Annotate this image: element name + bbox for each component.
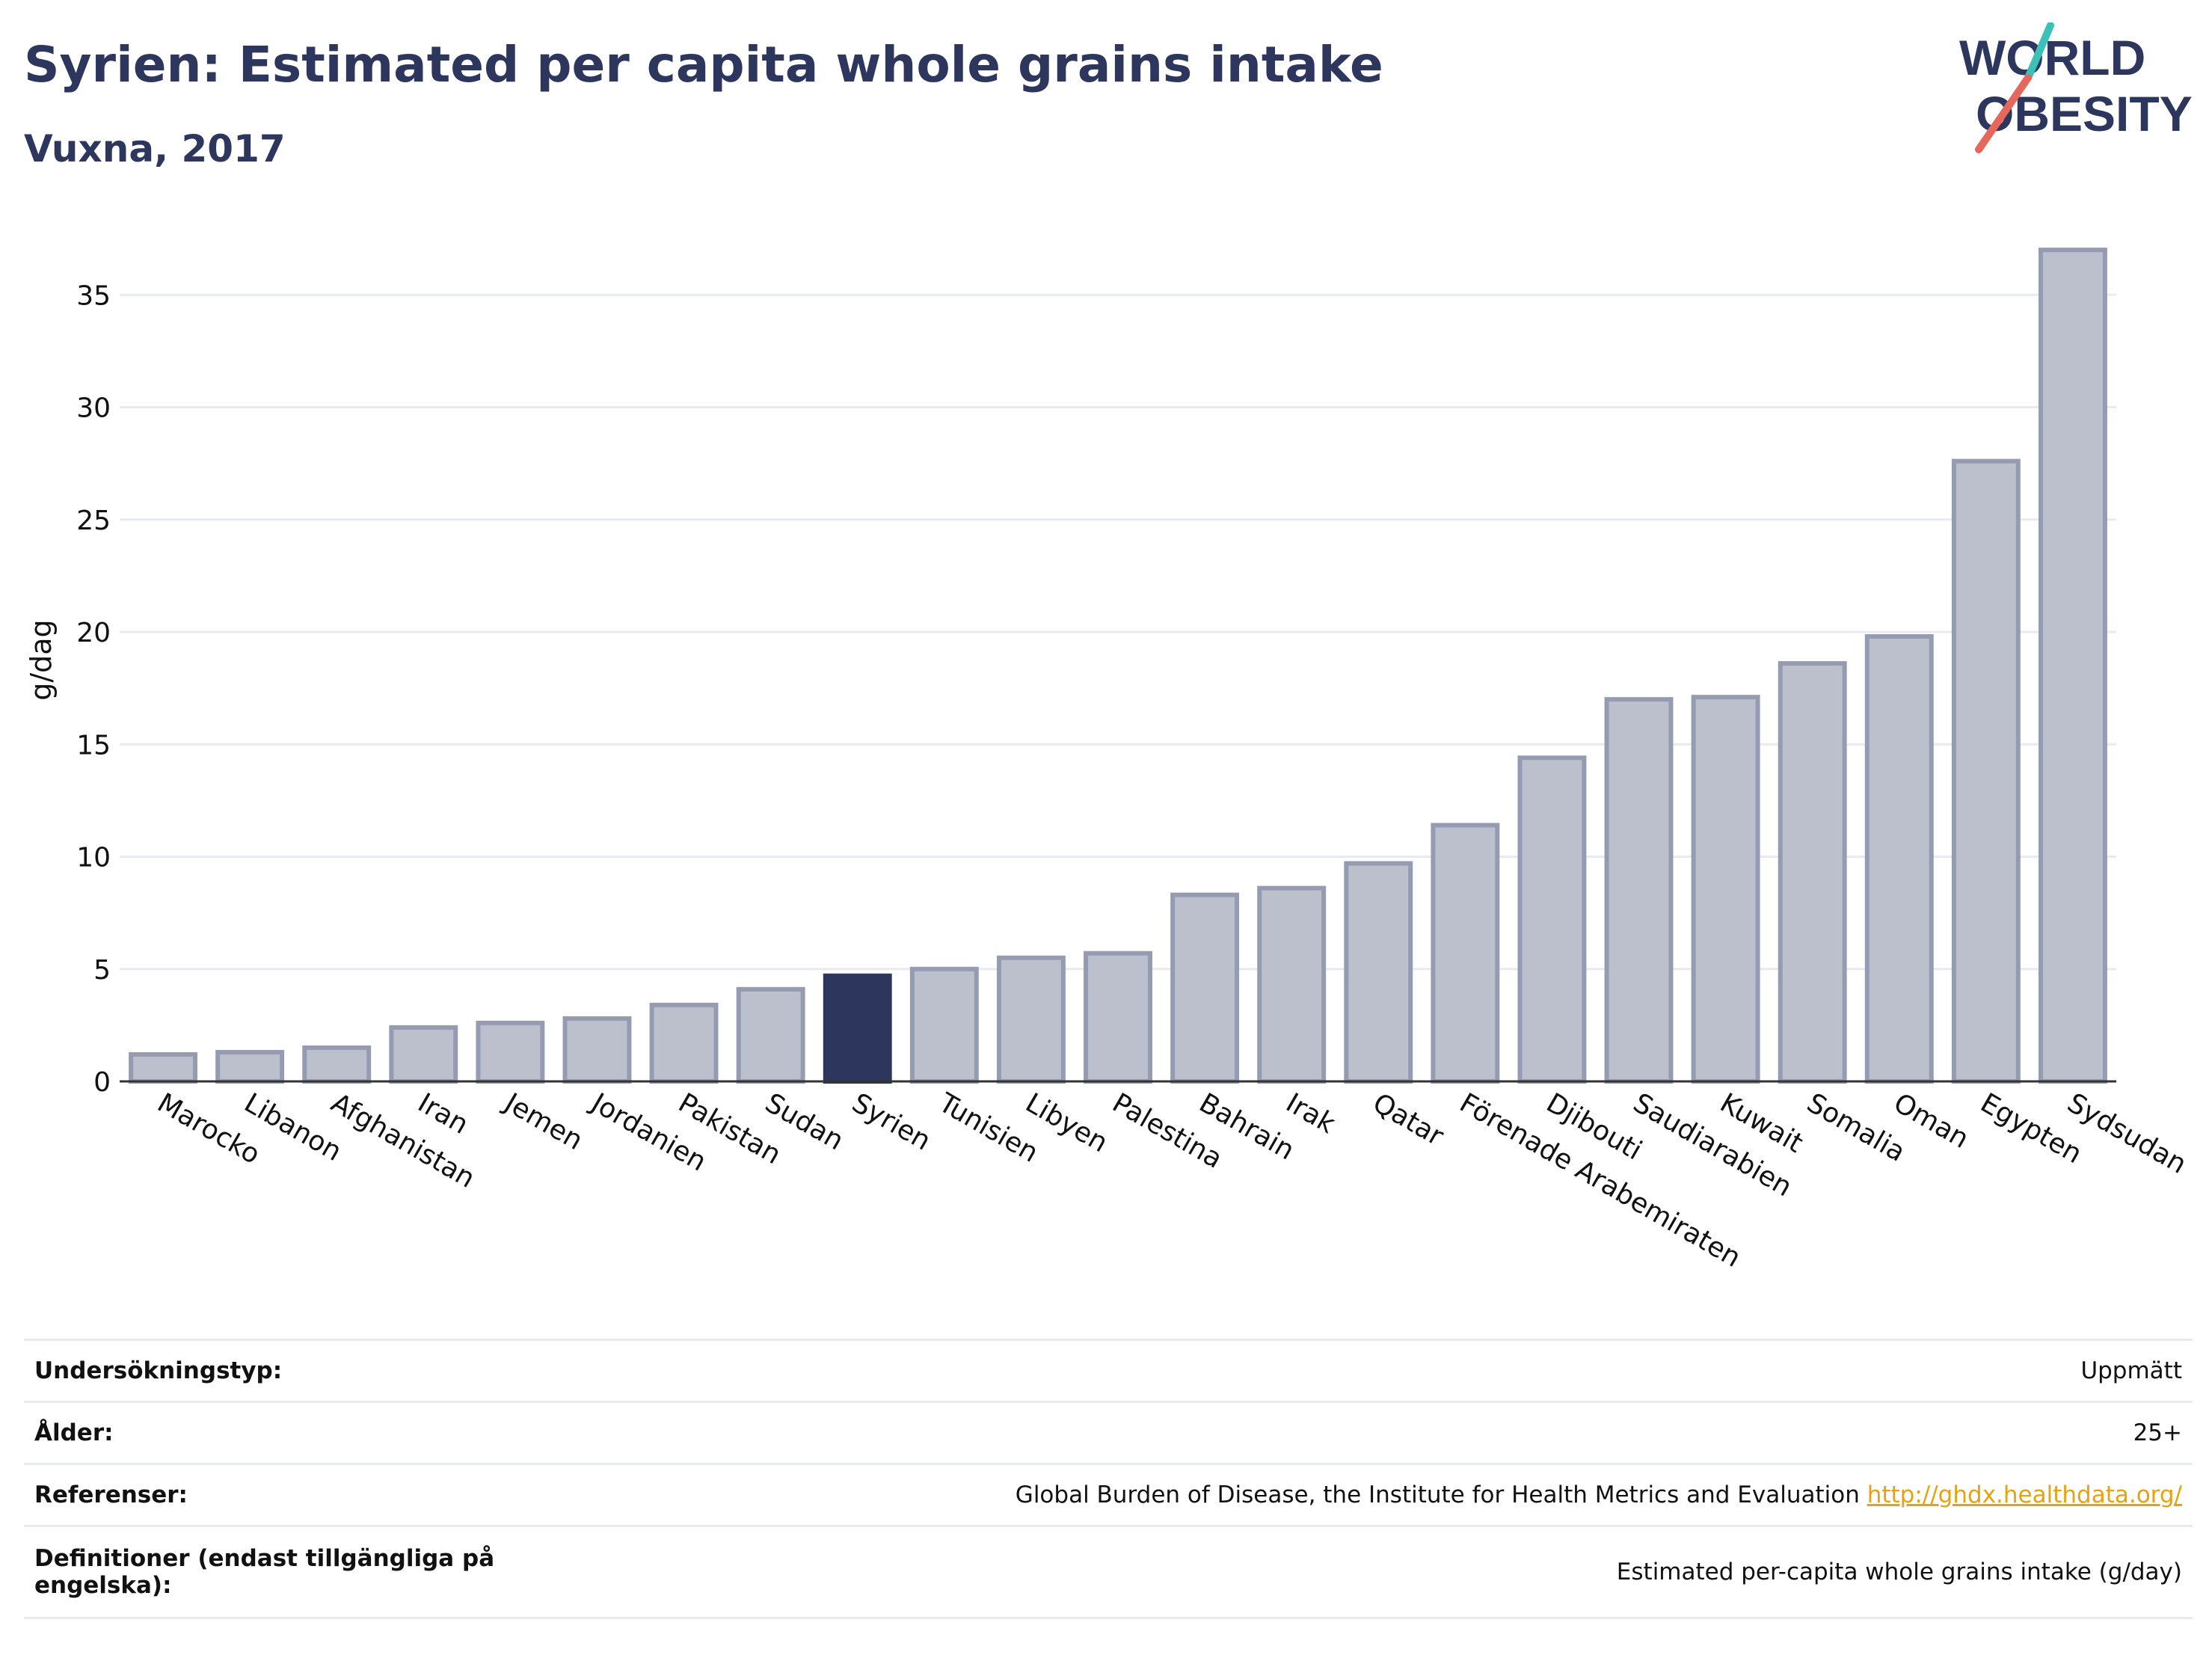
- references-text: Global Burden of Disease, the Institute …: [1015, 1481, 1860, 1508]
- bar-qatar: [1344, 861, 1413, 1084]
- y-tick-label: 0: [93, 1067, 111, 1098]
- info-row-survey-type: Undersökningstyp: Uppmätt: [24, 1339, 2193, 1401]
- info-value-survey-type: Uppmätt: [2080, 1357, 2182, 1384]
- x-tick-label: Syrien: [847, 1087, 936, 1156]
- info-value-definitions: Estimated per-capita whole grains intake…: [1616, 1559, 2182, 1585]
- bar-tunisien: [909, 966, 979, 1084]
- bar-saudiarabien: [1604, 697, 1674, 1084]
- y-axis-label: g/dag: [25, 619, 58, 700]
- info-value-age: 25+: [2133, 1419, 2182, 1446]
- y-tick-label: 35: [76, 280, 111, 311]
- info-row-age: Ålder: 25+: [24, 1401, 2193, 1463]
- bar-oman: [1864, 634, 1934, 1084]
- references-link[interactable]: http://ghdx.healthdata.org/: [1867, 1481, 2182, 1508]
- info-label-survey-type: Undersökningstyp:: [34, 1357, 283, 1384]
- bar-sydsudan: [2039, 248, 2107, 1084]
- info-label-definitions: Definitioner (endast tillgängliga på eng…: [34, 1545, 495, 1599]
- x-tick-label: Qatar: [1368, 1087, 1448, 1152]
- x-tick-label: Jemen: [498, 1087, 588, 1156]
- y-tick-label: 25: [76, 506, 111, 536]
- bar-somalia: [1778, 661, 1847, 1084]
- bar-marocko: [129, 1051, 197, 1084]
- info-value-references: Global Burden of Disease, the Institute …: [1016, 1481, 2193, 1508]
- bar-palestina: [1084, 951, 1152, 1084]
- logo-word-world: WORLD: [1959, 30, 2145, 85]
- bar-pakistan: [649, 1002, 719, 1084]
- info-table: Undersökningstyp: Uppmätt Ålder: 25+ Ref…: [24, 1339, 2193, 1619]
- logo-accent-coral: [1975, 74, 2032, 153]
- bar-kuwait: [1691, 695, 1760, 1084]
- y-tick-label: 20: [76, 618, 111, 648]
- x-tick-label: Somalia: [1801, 1087, 1910, 1168]
- y-tick-labels: 0 5 10 15 20 25 30 35: [76, 280, 111, 1098]
- x-tick-label: Iran: [413, 1087, 473, 1140]
- x-tick-label: Tunisien: [933, 1087, 1043, 1169]
- bar-libanon: [215, 1049, 285, 1084]
- bar-iran: [389, 1025, 458, 1084]
- y-tick-label: 5: [93, 955, 111, 986]
- y-tick-label: 10: [76, 843, 111, 873]
- bar-egypten: [1951, 458, 2021, 1084]
- logo-accent-teal: [2024, 22, 2054, 82]
- bar-jordanien: [562, 1016, 632, 1084]
- bar-förenade-arabemiraten: [1431, 823, 1500, 1084]
- y-tick-label: 30: [76, 393, 111, 424]
- bar-irak: [1257, 885, 1327, 1084]
- bars: [129, 248, 2107, 1084]
- bar-afghanistan: [302, 1045, 372, 1084]
- bar-jemen: [476, 1020, 545, 1084]
- x-tick-label: Irak: [1281, 1087, 1341, 1140]
- x-tick-label: Sydsudan: [2062, 1087, 2191, 1180]
- bar-libyen: [996, 955, 1066, 1084]
- world-obesity-logo: WORLD OBESITY: [1959, 22, 2193, 153]
- chart-subtitle: Vuxna, 2017: [24, 127, 286, 171]
- bar-bahrain: [1170, 892, 1240, 1084]
- info-row-references: Referenser: Global Burden of Disease, th…: [24, 1463, 2193, 1525]
- bar-syrien: [823, 973, 892, 1084]
- info-row-definitions: Definitioner (endast tillgängliga på eng…: [24, 1525, 2193, 1619]
- bar-sudan: [736, 986, 805, 1084]
- info-label-references: Referenser:: [34, 1481, 188, 1508]
- chart-title: Syrien: Estimated per capita whole grain…: [24, 36, 1383, 93]
- bar-djibouti: [1517, 755, 1587, 1084]
- info-label-age: Ålder:: [34, 1419, 114, 1446]
- y-tick-label: 15: [76, 730, 111, 761]
